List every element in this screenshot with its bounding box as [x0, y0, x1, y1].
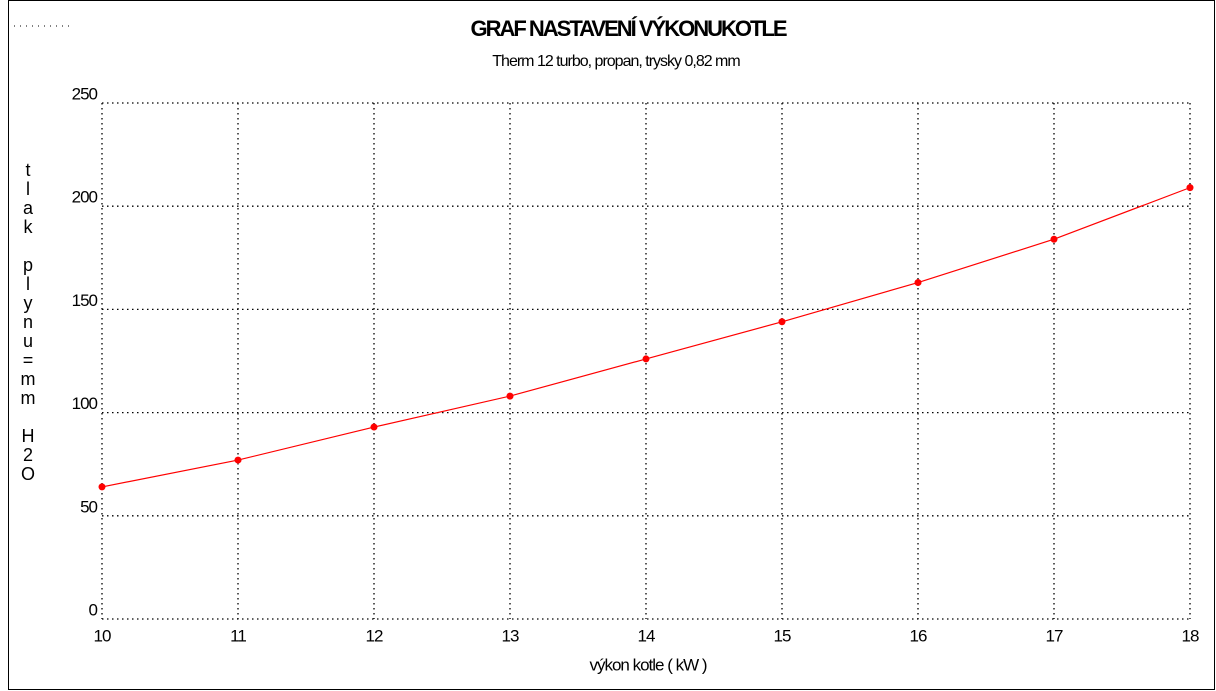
y-tick-label: 150 [72, 291, 98, 310]
chart-subtitle: Therm 12 turbo, propan, trysky 0,82 mm [492, 53, 740, 70]
y-tick-label: 100 [72, 394, 98, 413]
x-axis-label: výkon kotle ( kW ) [589, 655, 706, 674]
y-tick-label: 50 [80, 497, 97, 516]
frame [8, 0, 1215, 690]
y-axis-label: tlak plynu=mm H2O [18, 160, 38, 483]
x-tick-label: 11 [230, 626, 246, 645]
y-tick-label: 200 [72, 188, 98, 207]
x-tick-label: 10 [94, 626, 111, 645]
data-point [642, 355, 650, 363]
data-point [1186, 184, 1194, 192]
x-tick-label: 17 [1046, 626, 1063, 645]
chart-title: GRAF NASTAVENÍ VÝKONUKOTLE [470, 16, 786, 41]
x-tick-label: 16 [910, 626, 927, 645]
x-tick-label: 15 [774, 626, 791, 645]
y-tick-label: 250 [72, 84, 98, 103]
data-point [506, 392, 514, 400]
data-point [234, 456, 242, 464]
x-tick-label: 12 [366, 626, 383, 645]
y-tick-label: 0 [89, 600, 98, 619]
data-point [370, 423, 378, 431]
data-point [778, 318, 786, 326]
x-tick-label: 14 [638, 626, 655, 645]
data-point [914, 279, 922, 287]
data-line [101, 187, 1191, 488]
x-tick-label: 13 [502, 626, 519, 645]
x-tick-label: 18 [1182, 626, 1199, 645]
data-point [98, 483, 106, 491]
data-point [1050, 235, 1058, 243]
